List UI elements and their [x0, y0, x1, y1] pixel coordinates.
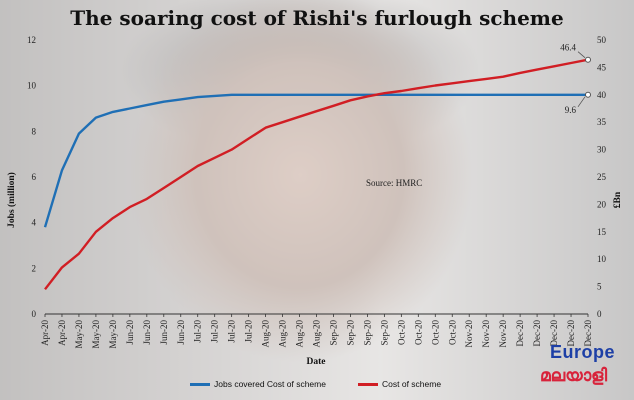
legend-label-jobs: Jobs covered Cost of scheme — [214, 379, 326, 389]
y-left-tick-label: 8 — [32, 126, 37, 136]
x-tick-label: Sep-20 — [345, 320, 355, 346]
x-tick-label: Apr-20 — [57, 320, 67, 346]
x-tick-label: Jul-20 — [227, 320, 237, 343]
jobs-end-leader — [577, 96, 586, 108]
y-right-tick-label: 15 — [597, 227, 607, 237]
x-tick-label: Oct-20 — [447, 320, 457, 345]
x-tick-label: Nov-20 — [464, 320, 474, 348]
y-right-tick-label: 5 — [597, 282, 602, 292]
y-left-tick-label: 4 — [32, 218, 37, 228]
y-left-tick-label: 10 — [27, 81, 37, 91]
series-line-cost — [44, 58, 589, 291]
x-tick-label: Dec-20 — [549, 320, 559, 347]
y-right-tick-label: 30 — [597, 145, 607, 155]
cost-end-label: 46.4 — [560, 43, 576, 53]
x-tick-label: Jun-20 — [142, 320, 152, 345]
x-tick-label: Nov-20 — [481, 320, 491, 348]
x-tick-label: Aug-20 — [295, 320, 305, 348]
x-tick-label: Aug-20 — [278, 320, 288, 348]
legend-label-cost: Cost of scheme — [382, 379, 442, 389]
legend-swatch-cost — [358, 382, 378, 386]
x-tick-label: May-20 — [91, 320, 101, 349]
legend: Jobs covered Cost of scheme Cost of sche… — [0, 379, 634, 395]
x-tick-label: Sep-20 — [379, 320, 389, 346]
jobs-end-marker — [585, 91, 591, 98]
chart-title: The soaring cost of Rishi's furlough sch… — [70, 6, 564, 30]
x-axis-title: Date — [307, 357, 326, 367]
x-tick-label: Jul-20 — [210, 320, 220, 343]
y-right-tick-label: 10 — [597, 254, 607, 264]
jobs-end-label: 9.6 — [565, 105, 577, 115]
x-tick-label: Jun-20 — [159, 320, 169, 345]
y-right-tick-label: 20 — [597, 199, 607, 209]
x-tick-label: May-20 — [74, 320, 84, 349]
legend-item-cost: Cost of scheme — [358, 379, 441, 389]
x-tick-label: May-20 — [108, 320, 118, 349]
x-tick-label: Jul-20 — [193, 320, 203, 343]
x-tick-label: Apr-20 — [40, 320, 50, 346]
x-tick-label: Oct-20 — [413, 320, 423, 345]
y-right-tick-label: 25 — [597, 172, 607, 182]
y-right-tick-label: 35 — [597, 117, 607, 127]
y-right-tick-label: 40 — [597, 90, 607, 100]
x-tick-label: Oct-20 — [396, 320, 406, 345]
brand-logo-top: Europe — [550, 342, 616, 362]
cost-end-marker — [585, 56, 591, 63]
x-tick-label: Jul-20 — [244, 320, 254, 343]
series-line-jobs — [43, 93, 588, 228]
x-tick-label: Sep-20 — [328, 320, 338, 346]
y-right-tick-label: 50 — [597, 35, 607, 45]
y-axis-right-title: £Bn — [613, 191, 623, 208]
y-right-tick-label: 45 — [597, 62, 607, 72]
x-tick-label: Aug-20 — [261, 320, 271, 348]
y-left-tick-label: 2 — [32, 263, 37, 273]
y-left-tick-label: 6 — [32, 172, 37, 182]
x-tick-label: Dec-20 — [515, 320, 525, 347]
cost-end-leader — [577, 51, 586, 59]
y-axis-left-title: Jobs (million) — [6, 172, 17, 228]
x-tick-label: Sep-20 — [362, 320, 372, 346]
brand-logo-bottom: മലയാളി — [540, 366, 608, 386]
x-tick-label: Aug-20 — [312, 320, 322, 348]
source-note: Source: HMRC — [366, 178, 422, 188]
brand-logo: Europe മലയാളി — [538, 338, 630, 396]
y-right-tick-label: 0 — [597, 309, 602, 319]
x-tick-label: Jun-20 — [176, 320, 186, 345]
x-tick-label: Dec-20 — [532, 320, 542, 347]
x-tick-label: Jun-20 — [125, 320, 135, 345]
y-left-tick-label: 0 — [32, 309, 37, 319]
x-tick-label: Dec-20 — [566, 320, 576, 347]
legend-swatch-jobs — [190, 382, 210, 386]
legend-item-jobs: Jobs covered Cost of scheme — [190, 379, 326, 389]
x-tick-label: Oct-20 — [430, 320, 440, 345]
plot-area: 0 2 4 6 8 10 12 0 5 10 15 20 25 30 35 40 45 50 Apr-20 Apr-2… — [27, 35, 607, 349]
x-tick-label: Dec-20 — [583, 320, 593, 347]
y-left-tick-label: 12 — [27, 35, 36, 45]
x-tick-label: Nov-20 — [498, 320, 508, 348]
